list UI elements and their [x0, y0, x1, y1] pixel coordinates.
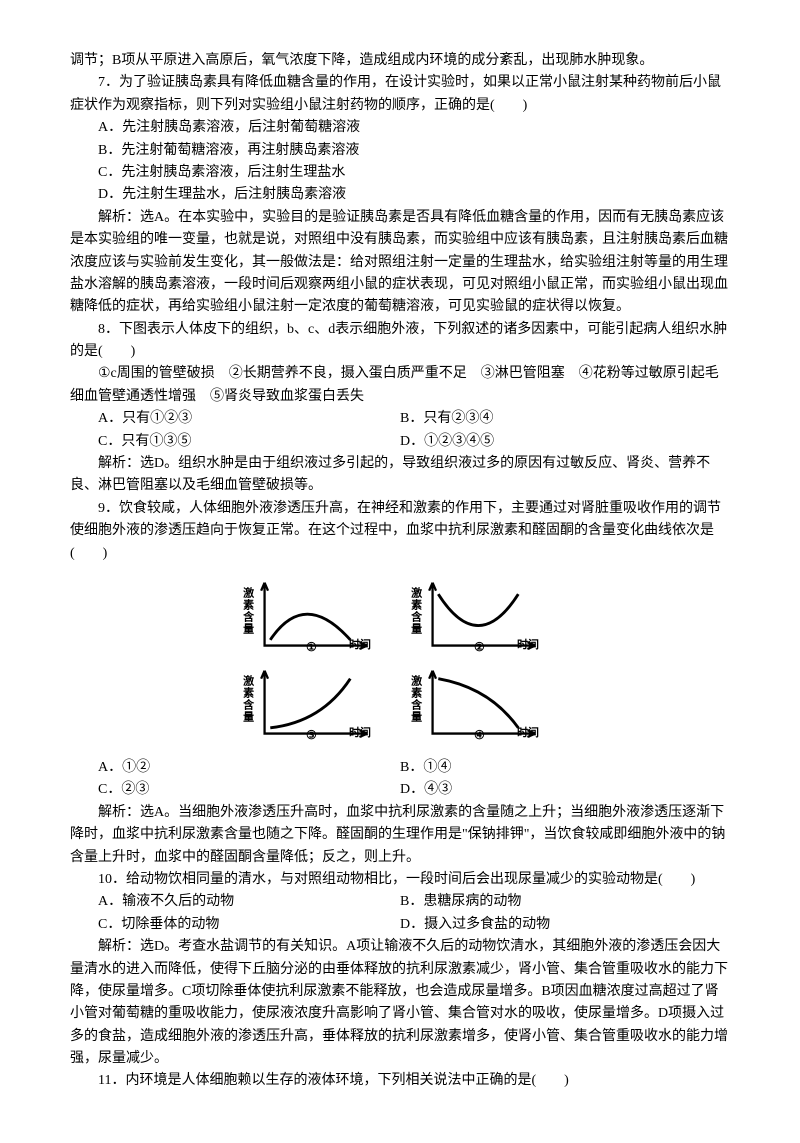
q10-option-d: D．摄入过多食盐的动物	[400, 914, 730, 936]
q10-analysis: 解析：选D。考查水盐调节的有关知识。A项让输液不久后的动物饮清水，其细胞外液的渗…	[70, 936, 730, 1070]
q8-option-d: D．①②③④⑤	[400, 431, 730, 453]
q11-stem: 11．内环境是人体细胞赖以生存的液体环境，下列相关说法中正确的是( )	[70, 1070, 730, 1092]
chart-3-curve	[270, 679, 350, 728]
q9-options-row1: A．①② B．①④	[70, 757, 730, 779]
chart-4-curve	[438, 679, 518, 728]
chart-2-xlabel: 时间	[517, 637, 539, 655]
q9-charts-container: 激素含量 时间 ① 激素含量 时间 ② 激素含量	[210, 573, 590, 749]
q8-stem: 8．下图表示人体皮下的组织，b、c、d表示细胞外液，下列叙述的诸多因素中，可能引…	[70, 319, 730, 364]
q10-options-row2: C．切除垂体的动物 D．摄入过多食盐的动物	[70, 914, 730, 936]
q8-option-b: B．只有②③④	[400, 408, 730, 430]
q9-option-d: D．④③	[400, 779, 730, 801]
q10-options-row1: A．输液不久后的动物 B．患糖尿病的动物	[70, 891, 730, 913]
q8-options-row2: C．只有①③⑤ D．①②③④⑤	[70, 431, 730, 453]
q8-option-c: C．只有①③⑤	[70, 431, 400, 453]
chart-1-curve	[270, 614, 350, 640]
q8-option-a: A．只有①②③	[70, 408, 400, 430]
chart-3-label: ③	[306, 726, 317, 745]
q10-stem: 10．给动物饮相同量的清水，与对照组动物相比，一段时间后会出现尿量减少的实验动物…	[70, 869, 730, 891]
q8-items: ①c周围的管壁破损 ②长期营养不良，摄入蛋白质严重不足 ③淋巴管阻塞 ④花粉等过…	[70, 363, 730, 408]
q9-option-a: A．①②	[70, 757, 400, 779]
chart-2: 激素含量 时间 ②	[404, 577, 564, 657]
chart-1: 激素含量 时间 ①	[236, 577, 396, 657]
chart-1-label: ①	[306, 638, 317, 657]
chart-4: 激素含量 时间 ④	[404, 665, 564, 745]
chart-4-label: ④	[474, 726, 485, 745]
q7-option-c: C．先注射胰岛素溶液，后注射生理盐水	[70, 162, 730, 184]
q9-options-row2: C．②③ D．④③	[70, 779, 730, 801]
q7-analysis: 解析：选A。在本实验中，实验目的是验证胰岛素是否具有降低血糖含量的作用，因而有无…	[70, 207, 730, 319]
q10-option-c: C．切除垂体的动物	[70, 914, 400, 936]
chart-2-curve	[438, 594, 518, 625]
chart-2-axes	[433, 583, 536, 646]
chart-2-ylabel: 激素含量	[406, 587, 424, 635]
intro-paragraph: 调节；B项从平原进入高原后，氧气浓度下降，造成组成内环境的成分紊乱，出现肺水肿现…	[70, 50, 730, 72]
q7-option-d: D．先注射生理盐水，后注射胰岛素溶液	[70, 184, 730, 206]
q8-analysis: 解析：选D。组织水肿是由于组织液过多引起的，导致组织液过多的原因有过敏反应、肾炎…	[70, 453, 730, 498]
q9-option-b: B．①④	[400, 757, 730, 779]
document-page: 调节；B项从平原进入高原后，氧气浓度下降，造成组成内环境的成分紊乱，出现肺水肿现…	[0, 0, 800, 1143]
chart-2-label: ②	[474, 638, 485, 657]
chart-3: 激素含量 时间 ③	[236, 665, 396, 745]
q9-option-c: C．②③	[70, 779, 400, 801]
chart-1-ylabel: 激素含量	[238, 587, 256, 635]
q10-option-a: A．输液不久后的动物	[70, 891, 400, 913]
chart-1-xlabel: 时间	[349, 637, 371, 655]
q9-stem: 9．饮食较咸，人体细胞外液渗透压升高，在神经和激素的作用下，主要通过对肾脏重吸收…	[70, 498, 730, 565]
chart-3-ylabel: 激素含量	[238, 675, 256, 723]
chart-3-xlabel: 时间	[349, 725, 371, 743]
chart-4-xlabel: 时间	[517, 725, 539, 743]
q7-stem: 7．为了验证胰岛素具有降低血糖含量的作用，在设计实验时，如果以正常小鼠注射某种药…	[70, 72, 730, 117]
q7-option-b: B．先注射葡萄糖溶液，再注射胰岛素溶液	[70, 140, 730, 162]
q9-analysis: 解析：选A。当细胞外液渗透压升高时，血浆中抗利尿激素的含量随之上升；当细胞外液渗…	[70, 802, 730, 869]
chart-3-axes	[265, 671, 368, 734]
q10-option-b: B．患糖尿病的动物	[400, 891, 730, 913]
q8-options-row1: A．只有①②③ B．只有②③④	[70, 408, 730, 430]
q7-option-a: A．先注射胰岛素溶液，后注射葡萄糖溶液	[70, 117, 730, 139]
chart-4-ylabel: 激素含量	[406, 675, 424, 723]
